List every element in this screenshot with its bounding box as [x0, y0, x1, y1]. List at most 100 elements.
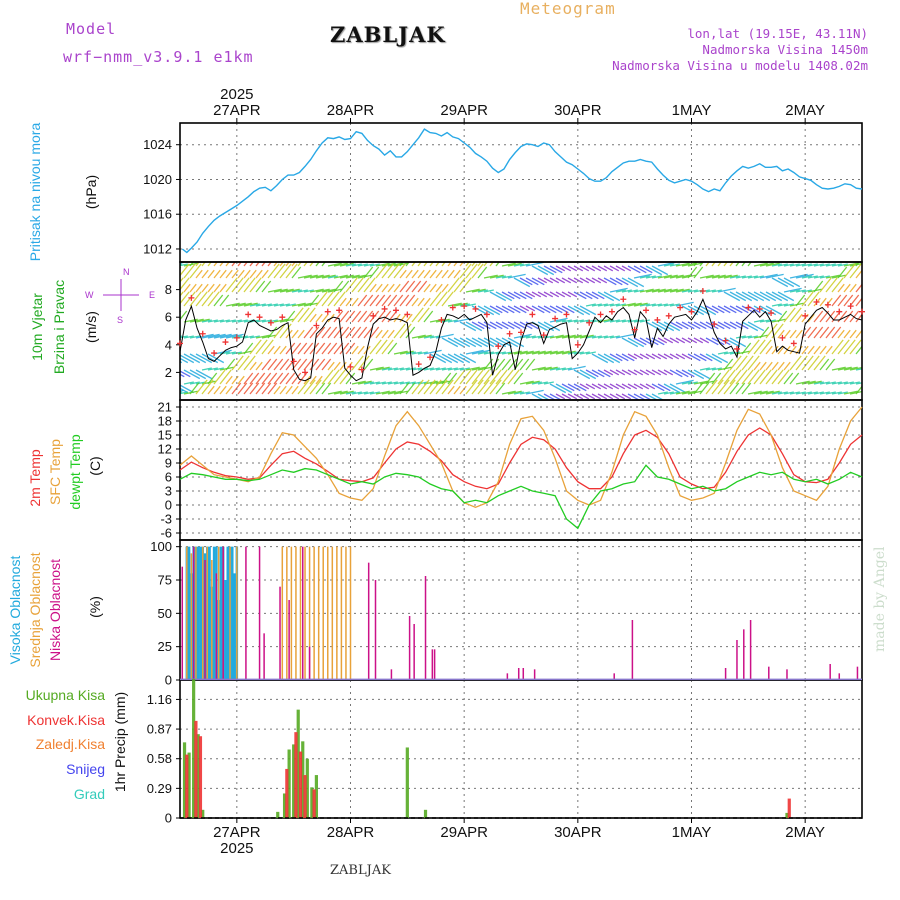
cloud-bar — [181, 566, 184, 680]
wind-gust-marker — [256, 314, 263, 321]
y-tick-label: 0 — [165, 811, 172, 826]
temp-axis-title-sfc: SFC Temp — [47, 439, 63, 505]
wind-gust-marker — [643, 307, 650, 314]
year-label-top: 2025 — [220, 86, 253, 103]
y-tick-label: 8 — [165, 282, 172, 297]
cloud-bar — [206, 546, 209, 680]
y-tick-label: 0 — [165, 498, 172, 513]
wind-gust-marker — [620, 296, 627, 303]
compass-w: W — [85, 290, 94, 300]
temp-line-2m-temp — [179, 427, 863, 490]
y-tick-label: 21 — [158, 400, 172, 415]
wind-gust-marker — [177, 340, 183, 347]
wind-gust-marker — [813, 299, 820, 306]
x-label-bottom: 2MAY — [785, 824, 825, 841]
wind-gust-marker — [279, 314, 286, 321]
y-tick-label: 0.58 — [147, 751, 172, 766]
cloud-bar — [211, 560, 213, 680]
pressure-line — [181, 128, 863, 254]
wind-gust-marker — [665, 312, 672, 319]
cloud-bar — [187, 546, 191, 680]
cloud-bar — [233, 573, 236, 680]
wind-barb-strokes — [180, 262, 862, 400]
wind-gust-marker — [733, 345, 740, 352]
wind-gust-marker — [370, 312, 377, 319]
cloud-bar — [299, 546, 302, 680]
y-tick-label: 1012 — [143, 241, 172, 256]
wind-gust-marker — [267, 319, 274, 326]
wind-gust-marker — [859, 308, 865, 315]
wind-gust-marker — [711, 321, 718, 328]
cloud-bar — [224, 580, 227, 680]
x-label-top: 28APR — [327, 102, 375, 119]
cloud-bar — [786, 669, 788, 680]
cloud-bar — [192, 546, 195, 680]
precip-bar — [287, 749, 291, 818]
y-tick-label: 1024 — [143, 137, 172, 152]
cloud-bar — [856, 666, 859, 680]
compass-s: S — [117, 315, 123, 325]
wind-gust-marker — [802, 312, 809, 319]
precip-axis-unit: 1hr Precip (mm) — [112, 692, 128, 792]
cloud-bar — [281, 546, 284, 680]
cloud-bar — [340, 546, 343, 680]
precip-bar — [182, 742, 187, 818]
y-tick-label: 1016 — [143, 207, 172, 222]
precip-bar — [305, 758, 309, 818]
wind-gust-marker — [574, 341, 581, 348]
precip-legend-item: Ukupna Kisa — [26, 687, 106, 703]
wind-gust-marker — [529, 311, 536, 318]
y-tick-label: 50 — [158, 606, 172, 621]
precip-bar — [198, 736, 203, 818]
cloud-axis-title-low: Niska Oblacnost — [47, 559, 63, 661]
wind-gust-marker — [461, 303, 468, 310]
pressure-axis-title: Pritisak na nivou mora — [27, 123, 43, 262]
cloud-bars — [181, 546, 859, 680]
precip-bar — [303, 775, 307, 818]
cloud-bar — [195, 546, 197, 680]
cloud-bar — [212, 546, 216, 680]
precip-legend-item: Zaledj.Kisa — [36, 736, 105, 752]
precip-bar — [192, 678, 196, 818]
precip-bar — [314, 775, 318, 818]
wind-gust-marker — [608, 308, 615, 315]
cloud-bar — [190, 553, 193, 680]
x-label-top: 29APR — [440, 102, 488, 119]
precip-bar — [298, 751, 303, 818]
wind-gust-marker — [506, 330, 513, 337]
compass-e: E — [149, 290, 155, 300]
model-elevation-label: Nadmorska Visina u modelu 1408.02m — [612, 58, 868, 73]
y-tick-label: 1020 — [143, 172, 172, 187]
y-tick-label: 2 — [165, 365, 172, 380]
wind-compass: N E W S — [85, 267, 155, 325]
precip-legend-item: Konvek.Kisa — [27, 712, 105, 728]
wind-gust-marker — [427, 354, 434, 361]
cloud-bar — [367, 562, 370, 680]
wind-speed-line — [179, 298, 863, 382]
wind-gust-marker — [381, 305, 388, 312]
wind-gust-marker — [779, 334, 786, 341]
cloud-bar — [327, 546, 329, 680]
y-tick-label: 0 — [165, 673, 172, 688]
y-tick-label: 6 — [165, 470, 172, 485]
x-label-top: 2MAY — [785, 102, 825, 119]
wind-gust-marker — [290, 358, 297, 365]
cloud-bar — [215, 573, 218, 680]
precip-bars — [182, 678, 791, 818]
precip-bar — [292, 744, 296, 818]
wind-gust-marker — [392, 307, 399, 314]
wind-gust-marker — [699, 287, 706, 294]
temp-line-sfc-temp — [179, 406, 863, 509]
cloud-bar — [286, 546, 288, 680]
cloud-bar — [229, 546, 231, 680]
cloud-bar — [290, 546, 293, 680]
lonlat-label: lon,lat (19.15E, 43.11N) — [687, 26, 868, 41]
wind-gust-marker — [518, 329, 524, 336]
cloud-bar — [374, 580, 377, 680]
wind-gust-marker — [449, 304, 456, 311]
wind-gust-marker — [745, 304, 752, 311]
year-label-bottom: 2025 — [220, 840, 253, 857]
temp-line-dewpt-temp — [179, 464, 863, 530]
wind-gust-marker — [654, 316, 661, 323]
